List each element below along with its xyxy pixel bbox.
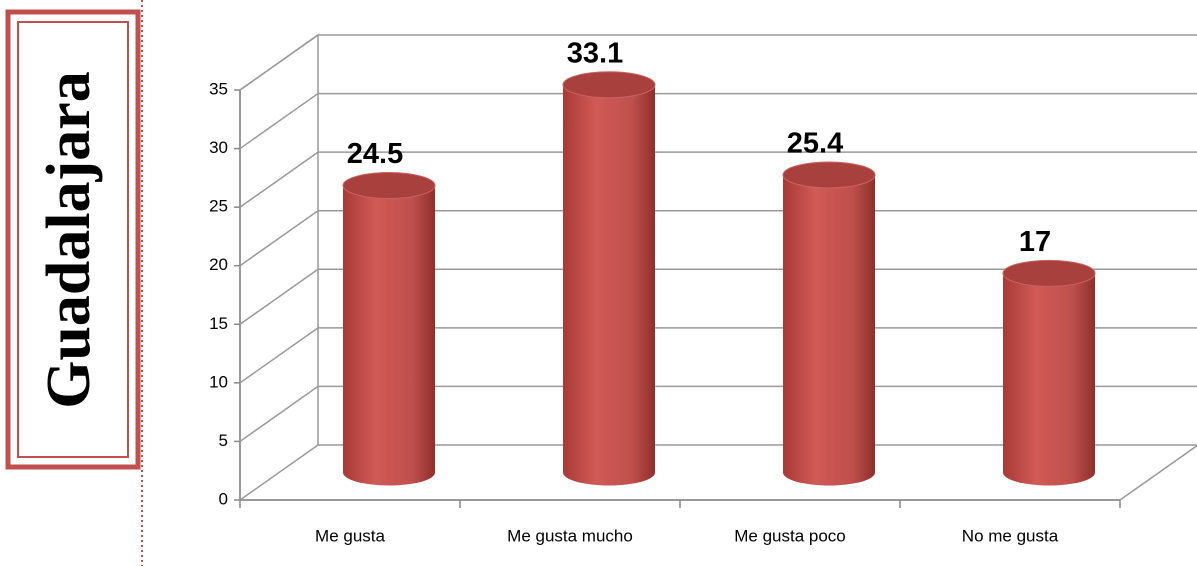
grid-line <box>239 92 1197 150</box>
value-label: 17 <box>1019 226 1051 258</box>
bar <box>343 185 435 486</box>
grid-line <box>239 151 1197 208</box>
chart-title: Guadalajara <box>35 71 103 409</box>
y-tick-label: 0 <box>219 489 228 508</box>
grid-line <box>239 268 1197 325</box>
grid-line <box>239 444 1197 501</box>
bar <box>563 84 655 486</box>
grid-line <box>239 385 1197 443</box>
bar <box>783 174 875 486</box>
title-frame-inner <box>17 21 129 458</box>
grid-line <box>239 34 1197 91</box>
y-tick-label: 30 <box>209 138 228 157</box>
side-wall <box>239 33 319 500</box>
y-tick-label: 15 <box>209 314 228 333</box>
bar-top <box>342 172 436 199</box>
y-tick-label: 35 <box>209 79 228 98</box>
x-tick-label: Me gusta <box>315 526 385 545</box>
x-tick-label: No me gusta <box>962 526 1059 545</box>
grid-line <box>239 209 1197 267</box>
bar-top <box>562 71 656 99</box>
bar <box>1003 273 1095 486</box>
value-label: 33.1 <box>567 37 623 69</box>
bar-top <box>782 161 876 189</box>
x-tick-label: Me gusta poco <box>734 526 846 545</box>
value-label: 25.4 <box>787 128 843 160</box>
bar-top <box>1002 259 1096 287</box>
x-tick-label: Me gusta mucho <box>507 526 633 545</box>
y-tick-label: 25 <box>209 197 228 216</box>
title-frame <box>5 9 141 470</box>
grid-line <box>239 327 1197 384</box>
y-tick-label: 10 <box>209 372 228 391</box>
y-tick-label: 20 <box>209 255 228 274</box>
y-tick-label: 5 <box>219 431 228 450</box>
value-label: 24.5 <box>347 138 403 170</box>
